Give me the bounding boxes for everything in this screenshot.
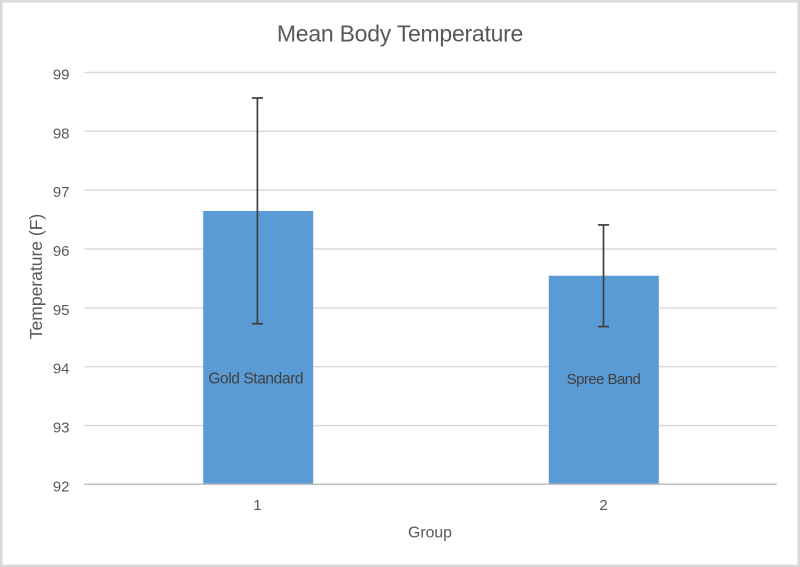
svg-text:96: 96 [53, 243, 70, 260]
svg-text:97: 97 [53, 184, 70, 201]
svg-text:Gold Standard: Gold Standard [208, 370, 303, 387]
svg-text:94: 94 [53, 361, 70, 378]
svg-text:Spree Band: Spree Band [567, 371, 641, 388]
svg-text:92: 92 [53, 478, 70, 495]
svg-text:95: 95 [53, 302, 70, 319]
svg-text:Group: Group [408, 525, 452, 542]
svg-text:Temperature (F): Temperature (F) [26, 214, 46, 339]
svg-text:93: 93 [53, 420, 70, 437]
svg-text:1: 1 [253, 497, 261, 514]
svg-text:2: 2 [599, 497, 607, 514]
svg-text:Mean Body Temperature: Mean Body Temperature [277, 21, 523, 47]
svg-text:98: 98 [53, 125, 70, 142]
svg-text:99: 99 [53, 67, 70, 84]
